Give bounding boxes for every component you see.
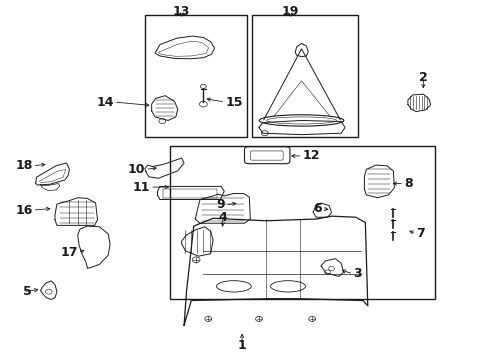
Text: 19: 19 <box>281 5 299 18</box>
Text: 17: 17 <box>60 246 78 259</box>
Text: 15: 15 <box>224 95 242 108</box>
Text: 5: 5 <box>23 285 32 298</box>
Text: 3: 3 <box>352 267 361 280</box>
Text: 8: 8 <box>403 177 412 190</box>
Text: 9: 9 <box>216 198 224 211</box>
Text: 12: 12 <box>302 149 319 162</box>
Text: 7: 7 <box>415 228 424 240</box>
Bar <box>169 146 435 299</box>
Text: 1: 1 <box>237 339 246 352</box>
Text: 2: 2 <box>418 71 427 84</box>
Bar <box>251 15 357 138</box>
Text: 10: 10 <box>128 163 145 176</box>
Bar <box>145 15 246 138</box>
Text: 4: 4 <box>218 211 226 224</box>
Text: 13: 13 <box>173 5 190 18</box>
Text: 11: 11 <box>132 181 150 194</box>
Text: 18: 18 <box>15 159 33 172</box>
Text: 16: 16 <box>15 204 33 217</box>
Text: 6: 6 <box>313 202 321 215</box>
Text: 14: 14 <box>96 95 114 108</box>
